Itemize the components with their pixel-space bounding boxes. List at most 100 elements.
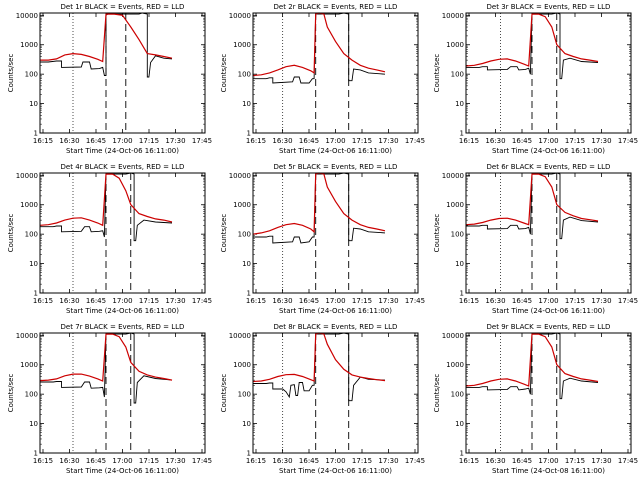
x-tick-label: 16:15 <box>246 457 266 465</box>
y-tick-label: 100 <box>238 391 251 399</box>
series-line-events <box>40 172 173 242</box>
y-axis-label: Counts/sec <box>433 54 441 93</box>
chart-title: Det 3r BLACK = Events, RED = LLD <box>487 3 611 11</box>
series-line-lld <box>40 13 173 63</box>
y-tick-label: 100 <box>25 71 38 79</box>
y-tick-label: 10000 <box>229 12 251 20</box>
y-tick-label: 1 <box>460 130 464 138</box>
x-tick-label: 17:30 <box>378 137 398 145</box>
chart-panel: Det 2r BLACK = Events, RED = LLD Counts/s… <box>220 3 425 155</box>
series-line-events <box>466 332 599 400</box>
y-tick-label: 1000 <box>446 201 464 209</box>
chart-panel: Det 5r BLACK = Events, RED = LLD Counts/s… <box>220 163 425 315</box>
x-tick-label: 16:45 <box>86 457 106 465</box>
y-tick-label: 100 <box>451 231 464 239</box>
x-tick-label: 17:15 <box>139 137 159 145</box>
x-tick-label: 16:15 <box>459 137 479 145</box>
x-tick-label: 17:15 <box>139 297 159 305</box>
x-tick-label: 16:45 <box>299 457 319 465</box>
chart-title: Det 7r BLACK = Events, RED = LLD <box>61 323 185 331</box>
y-tick-label: 10 <box>29 420 38 428</box>
plot-frame <box>252 332 419 454</box>
x-tick-label: 17:00 <box>538 457 558 465</box>
y-tick-label: 10000 <box>442 332 464 340</box>
x-tick-label: 16:30 <box>59 297 79 305</box>
x-tick-label: 17:15 <box>352 137 372 145</box>
x-tick-label: 17:15 <box>565 457 585 465</box>
y-tick-label: 1 <box>34 450 38 458</box>
x-tick-label: 17:30 <box>165 137 185 145</box>
y-axis-label: Counts/sec <box>220 374 228 413</box>
chart-panel: Det 4r BLACK = Events, RED = LLD Counts/s… <box>7 163 212 315</box>
x-tick-label: 16:30 <box>272 137 292 145</box>
chart-panel: Det 8r BLACK = Events, RED = LLD Counts/s… <box>220 323 425 475</box>
x-tick-label: 16:30 <box>59 457 79 465</box>
y-tick-label: 1000 <box>20 41 38 49</box>
x-tick-label: 16:45 <box>86 137 106 145</box>
plot-frame <box>39 332 206 454</box>
y-tick-label: 10 <box>455 260 464 268</box>
x-tick-label: 17:45 <box>192 457 212 465</box>
plot-frame <box>465 332 632 454</box>
series-line-lld <box>465 13 599 67</box>
y-tick-label: 1000 <box>446 41 464 49</box>
y-tick-label: 1 <box>460 450 464 458</box>
x-tick-label: 16:15 <box>459 457 479 465</box>
x-tick-label: 16:15 <box>246 297 266 305</box>
series-line-lld <box>252 332 386 383</box>
plot-frame <box>252 12 419 134</box>
y-tick-label: 1000 <box>233 201 251 209</box>
chart-title: Det 5r BLACK = Events, RED = LLD <box>274 163 398 171</box>
y-tick-label: 1 <box>34 130 38 138</box>
x-tick-label: 16:15 <box>33 457 53 465</box>
x-tick-label: 17:45 <box>405 137 425 145</box>
y-tick-label: 10 <box>455 420 464 428</box>
series-line-lld <box>39 173 173 227</box>
y-tick-label: 10000 <box>442 172 464 180</box>
y-axis-label: Counts/sec <box>7 374 15 413</box>
x-tick-label: 17:00 <box>325 297 345 305</box>
y-tick-label: 1 <box>247 130 251 138</box>
x-axis-label: Start Time (24-Oct-06 16:11:00) <box>279 147 392 155</box>
y-tick-label: 1 <box>460 290 464 298</box>
series-line-events <box>466 12 599 80</box>
y-tick-label: 10 <box>29 260 38 268</box>
y-tick-label: 10000 <box>229 172 251 180</box>
x-tick-label: 17:45 <box>618 137 638 145</box>
y-tick-label: 10000 <box>16 172 38 180</box>
y-tick-label: 1 <box>34 290 38 298</box>
y-tick-label: 100 <box>451 71 464 79</box>
chart-title: Det 8r BLACK = Events, RED = LLD <box>274 323 398 331</box>
x-tick-label: 17:00 <box>325 457 345 465</box>
y-tick-label: 10 <box>242 420 251 428</box>
chart-title: Det 6r BLACK = Events, RED = LLD <box>487 163 611 171</box>
y-tick-label: 10000 <box>16 332 38 340</box>
x-axis-label: Start Time (24-Oct-06 16:11:00) <box>66 467 179 475</box>
x-axis-label: Start Time (24-Oct-06 16:11:00) <box>279 307 392 315</box>
chart-panel: Det 7r BLACK = Events, RED = LLD Counts/s… <box>7 323 212 475</box>
chart-panel: Det 3r BLACK = Events, RED = LLD Counts/s… <box>433 3 638 155</box>
x-tick-label: 16:45 <box>86 297 106 305</box>
x-tick-label: 16:45 <box>299 137 319 145</box>
x-tick-label: 16:30 <box>485 297 505 305</box>
plot-frame <box>252 172 419 294</box>
chart-title: Det 4r BLACK = Events, RED = LLD <box>61 163 185 171</box>
x-tick-label: 16:30 <box>485 457 505 465</box>
y-tick-label: 1000 <box>20 201 38 209</box>
y-tick-label: 1000 <box>233 41 251 49</box>
x-axis-label: Start Time (24-Oct-06 16:11:00) <box>66 307 179 315</box>
x-tick-label: 17:45 <box>618 457 638 465</box>
x-tick-label: 16:45 <box>512 137 532 145</box>
x-tick-label: 17:00 <box>538 137 558 145</box>
x-tick-label: 16:15 <box>459 297 479 305</box>
x-tick-label: 16:15 <box>33 137 53 145</box>
x-axis-label: Start Time (24-Oct-08 16:11:00) <box>492 467 605 475</box>
y-axis-label: Counts/sec <box>7 214 15 253</box>
plot-frame <box>465 172 632 294</box>
chart-panel: Det 9r BLACK = Events, RED = LLD Counts/s… <box>433 323 638 475</box>
x-tick-label: 17:30 <box>165 457 185 465</box>
plot-frame <box>39 172 206 294</box>
x-tick-label: 16:30 <box>272 297 292 305</box>
